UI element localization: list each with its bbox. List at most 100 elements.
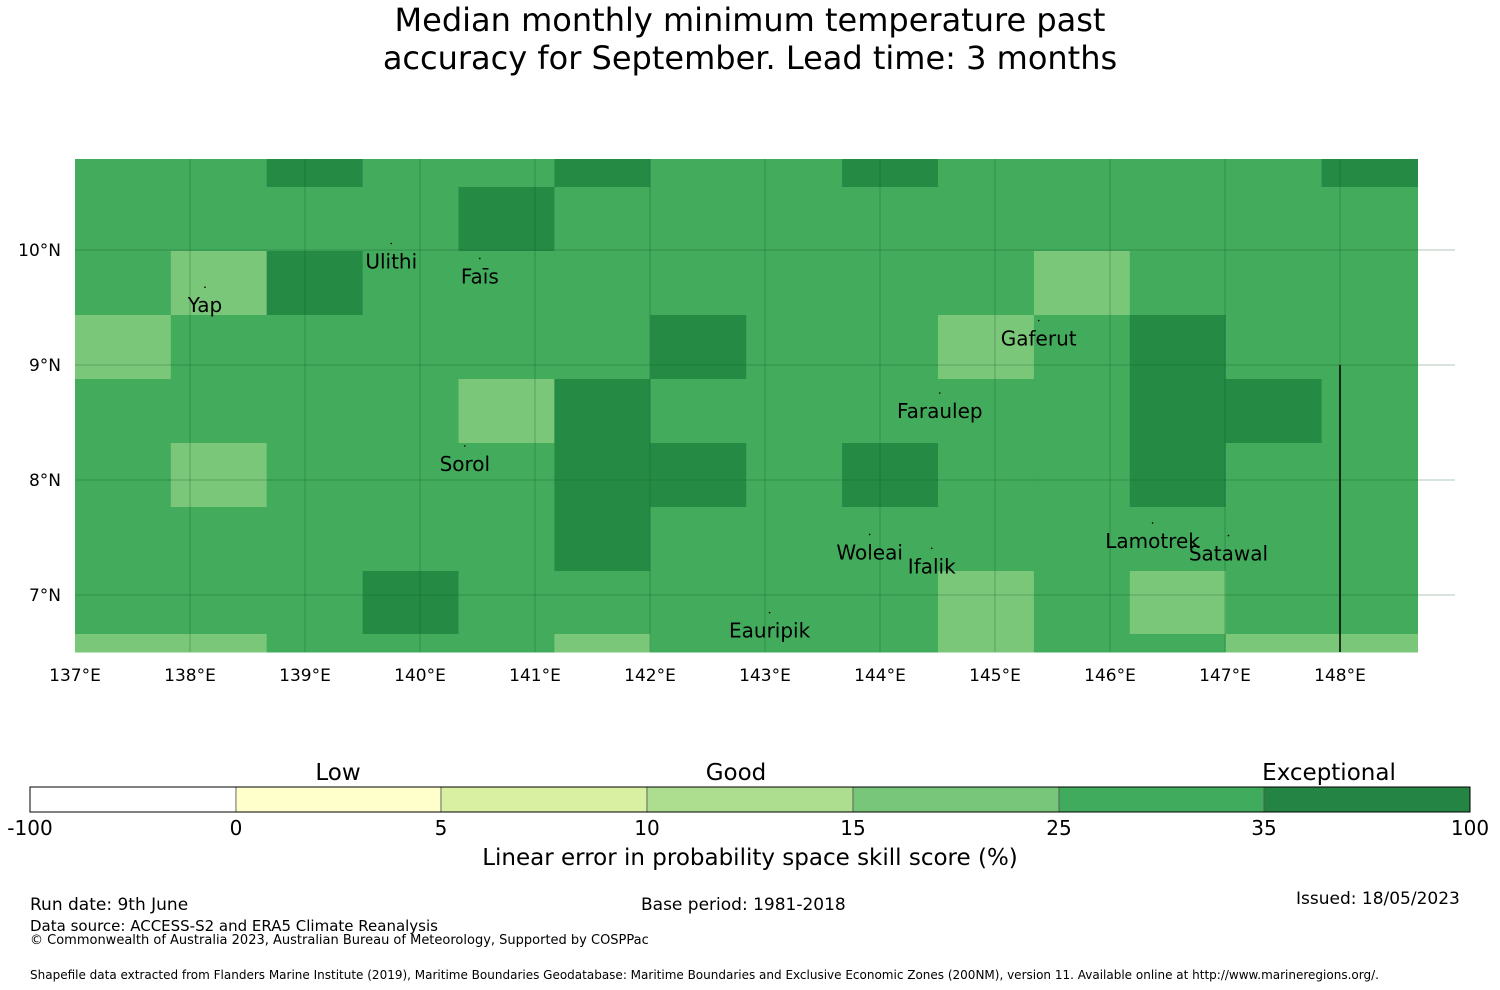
skill-cell: [362, 315, 459, 380]
skill-cell: [746, 571, 843, 635]
skill-cell: [746, 634, 843, 653]
skill-cell: [1321, 379, 1418, 444]
skill-cell: [650, 251, 747, 316]
skill-cell: [170, 251, 268, 316]
skill-cell: [266, 379, 364, 444]
lat-tick-label: 8°N: [29, 471, 61, 491]
skill-cell: [75, 443, 172, 508]
lat-tick-label: 9°N: [29, 356, 61, 376]
skill-cell: [1033, 634, 1131, 653]
skill-cell: [1129, 315, 1227, 380]
skill-cell: [650, 379, 747, 444]
skill-cell: [746, 443, 843, 508]
skill-cell: [842, 443, 939, 508]
skill-cell: [842, 315, 939, 380]
colorbar-word-good: Good: [705, 760, 767, 786]
skill-cell: [458, 443, 555, 508]
place-label: Yap: [187, 293, 222, 317]
skill-cell: [842, 187, 939, 252]
place-labels: Ulithi Faīs Yap Gaferut Faraulep Sorol WoleaiI…: [187, 242, 1268, 643]
colorbar-segment: [235, 786, 442, 813]
skill-cell: [746, 187, 843, 252]
skill-cell: [554, 187, 651, 252]
skill-cell: [75, 315, 172, 380]
skill-cell: [554, 379, 651, 444]
island-marker: [464, 445, 466, 447]
skill-cell: [1129, 571, 1227, 635]
map-title-line-1: Median monthly minimum temperature past: [394, 1, 1106, 39]
skill-cell: [75, 251, 172, 316]
skill-cell: [1129, 379, 1227, 444]
colorbar-tick: 100: [1450, 816, 1490, 840]
skill-cell: [1033, 251, 1131, 316]
skill-cell: [362, 159, 459, 188]
skill-cell: [75, 379, 172, 444]
skill-cell: [1225, 571, 1323, 635]
skill-cell: [1225, 251, 1323, 316]
skill-cell: [554, 251, 651, 316]
skill-cell: [266, 159, 364, 188]
skill-cell: [362, 443, 459, 508]
skill-cell: [266, 507, 364, 572]
skill-cell: [362, 634, 459, 653]
lon-tick-label: 141°E: [509, 666, 561, 686]
skill-cell: [842, 379, 939, 444]
skill-cell: [746, 379, 843, 444]
skill-cell: [1321, 507, 1418, 572]
skill-cell: [938, 634, 1035, 653]
skill-cell: [458, 507, 555, 572]
issued-date: Issued: 18/05/2023: [1296, 889, 1460, 909]
colorbar-word-exceptional: Exceptional: [1262, 760, 1396, 786]
skill-cell: [75, 634, 172, 653]
copyright: © Commonwealth of Australia 2023, Austra…: [30, 933, 649, 948]
skill-grid: [75, 159, 1418, 653]
skill-cell: [650, 634, 747, 653]
colorbar-segment: [852, 786, 1060, 813]
skill-cell: [746, 507, 843, 572]
lon-tick-label: 138°E: [164, 666, 216, 686]
skill-cell: [554, 159, 651, 188]
island-marker: [204, 286, 206, 289]
skill-cell: [746, 159, 843, 188]
colorbar-tick: 5: [434, 816, 448, 840]
skill-cell: [650, 315, 747, 380]
skill-cell: [170, 443, 268, 508]
island-marker: [390, 242, 393, 245]
lon-tick-label: 148°E: [1314, 666, 1366, 686]
place-label: Faraulep: [897, 399, 983, 423]
skill-cell: [650, 507, 747, 572]
colorbar-segment: [29, 786, 237, 813]
colorbar-label: Linear error in probability space skill …: [482, 845, 1018, 871]
data-source: Data source: ACCESS-S2 and ERA5 Climate …: [30, 917, 438, 935]
skill-cell: [650, 159, 747, 188]
lon-tick-label: 144°E: [854, 666, 906, 686]
skill-cell: [554, 443, 651, 508]
place-label: Ulithi: [365, 250, 417, 274]
skill-cell: [170, 315, 268, 380]
colorbar-segment: [1058, 786, 1265, 813]
colorbar-outline: [29, 786, 1471, 813]
skill-cell: [1321, 159, 1418, 188]
map-title-line-2: accuracy for September. Lead time: 3 mon…: [382, 39, 1118, 77]
skill-cell: [842, 251, 939, 316]
place-label: Woleai: [836, 540, 903, 564]
island-marker: [1151, 522, 1154, 524]
skill-cell: [458, 159, 555, 188]
skill-cell: [362, 507, 459, 572]
skill-cell: [458, 571, 555, 635]
skill-cell: [75, 571, 172, 635]
skill-cell: [938, 315, 1035, 380]
skill-cell: [362, 251, 459, 316]
skill-cell: [1033, 315, 1131, 380]
skill-cell: [1321, 251, 1418, 316]
skill-cell: [1321, 443, 1418, 508]
skill-cell: [170, 159, 268, 188]
skill-cell: [1033, 443, 1131, 508]
skill-cell: [842, 507, 939, 572]
skill-cell: [554, 571, 651, 635]
island-marker: [768, 611, 771, 614]
colorbar-tick: -100: [7, 816, 53, 840]
skill-cell: [1033, 571, 1131, 635]
skill-cell: [938, 571, 1035, 635]
island-marker: [868, 533, 871, 536]
